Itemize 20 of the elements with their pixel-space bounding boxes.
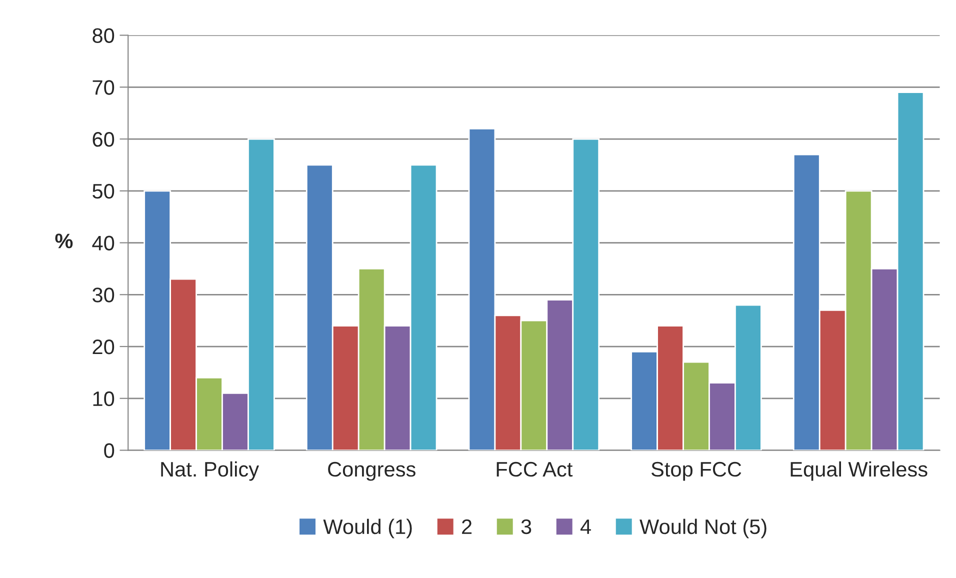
y-tick-label: 0 [104,443,114,458]
legend-label: Would Not (5) [640,518,766,538]
y-tick-label: 50 [92,184,114,199]
y-axis-title: % [55,234,73,248]
y-tick-label: 70 [92,80,114,95]
y-tick-label: 10 [93,391,114,406]
legend-label: 2 [462,519,472,534]
x-tick-label: Congress [328,462,416,481]
y-tick-label: 20 [92,340,114,354]
x-tick-label: FCC Act [496,462,573,477]
x-tick-label: Equal Wireless [790,461,928,481]
legend-label: 4 [580,520,591,534]
y-tick-label: 30 [92,288,114,302]
y-tick-label: 40 [92,236,114,251]
x-tick-label: Nat. Policy [161,461,260,481]
y-tick-label: 80 [92,28,114,44]
y-tick-label: 60 [92,132,114,147]
legend-label: 3 [521,519,532,534]
legend-label: Would (1) [323,518,412,538]
x-tick-label: Stop FCC [651,462,742,481]
